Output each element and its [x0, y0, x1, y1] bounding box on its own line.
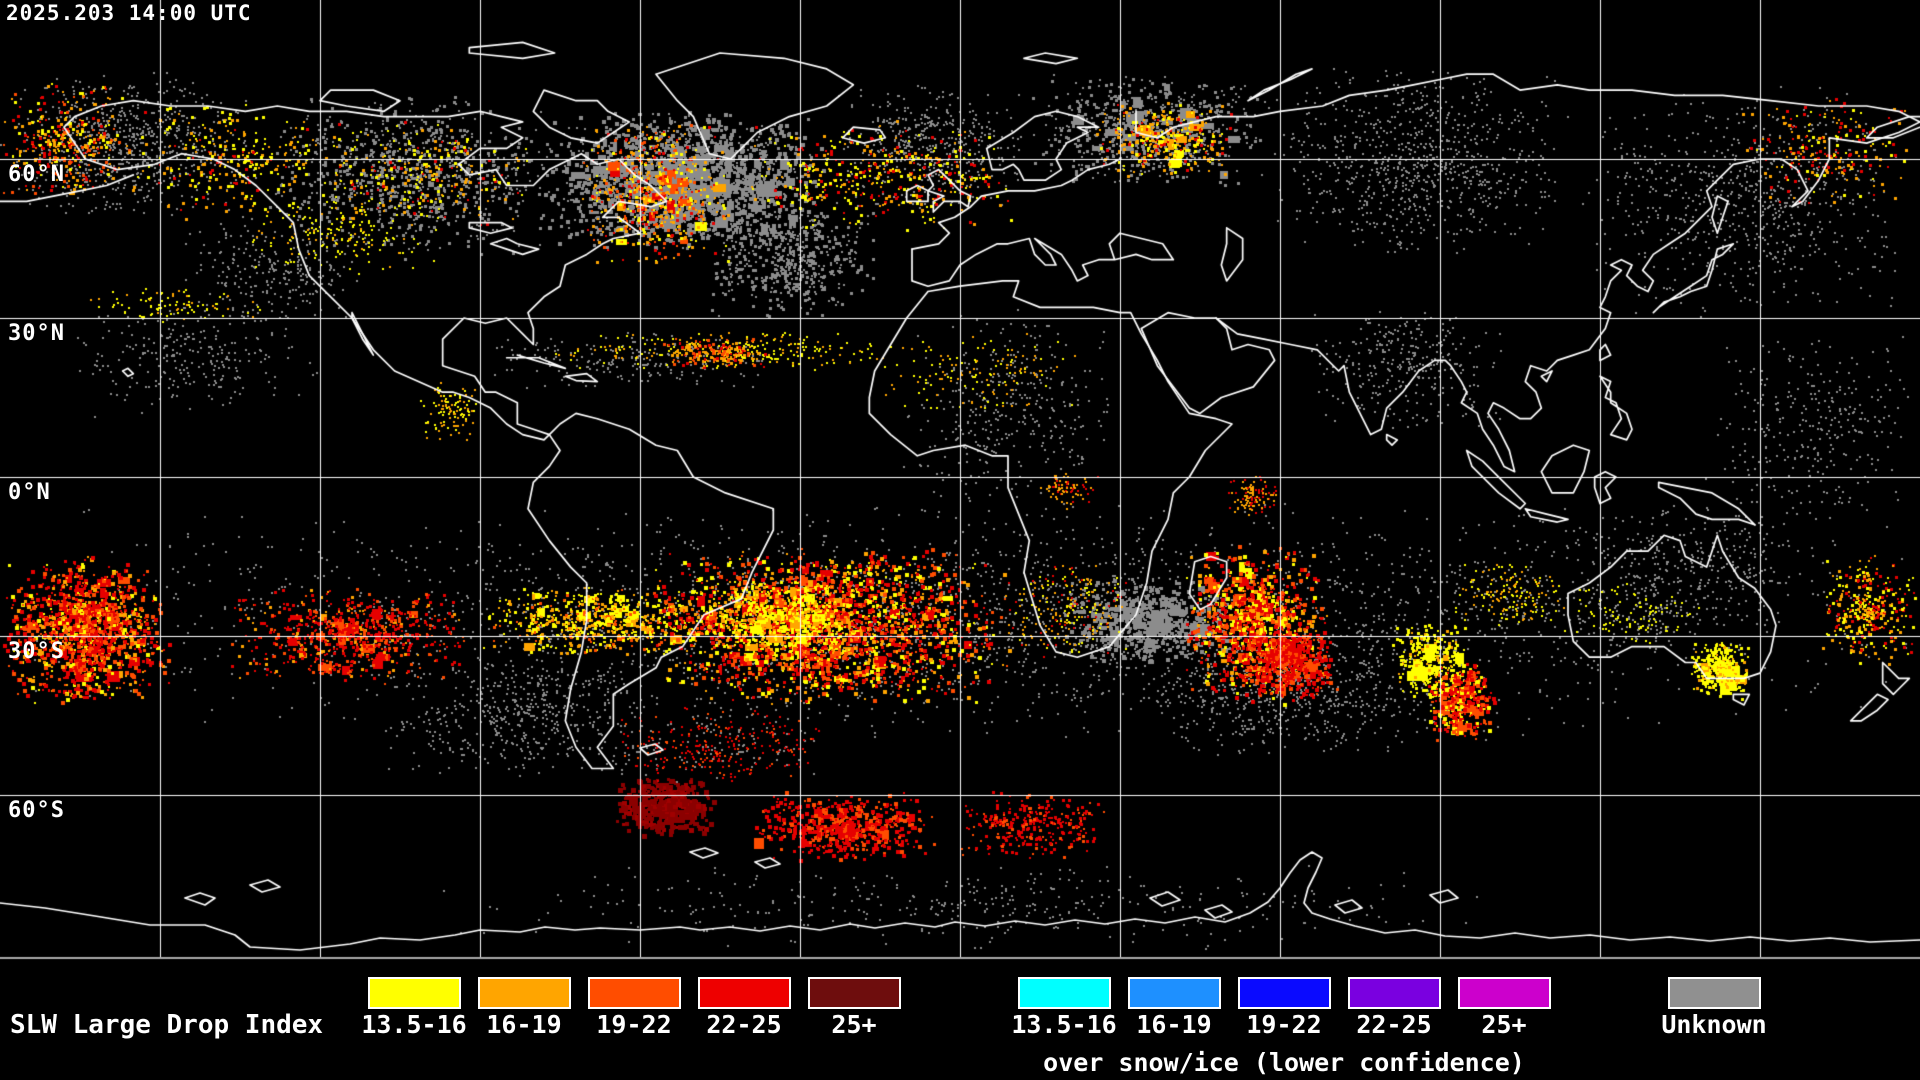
legend-liquid-4-swatch — [808, 977, 901, 1009]
legend-liquid-1-label: 16-19 — [486, 1010, 562, 1039]
legend-title: SLW Large Drop Index — [10, 1010, 324, 1040]
timestamp: 2025.203 14:00 UTC — [6, 1, 252, 25]
legend-liquid-4-label: 25+ — [831, 1010, 877, 1039]
legend-liquid-3-swatch — [698, 977, 791, 1009]
legend-unknown-swatch — [1668, 977, 1761, 1009]
legend-snow-ice-note: over snow/ice (lower confidence) — [1043, 1048, 1525, 1077]
legend-liquid-0-swatch — [368, 977, 461, 1009]
legend-snowice-1-swatch — [1128, 977, 1221, 1009]
legend-unknown-label: Unknown — [1661, 1010, 1767, 1039]
legend-snowice-4-label: 25+ — [1481, 1010, 1527, 1039]
legend-snowice-2-label: 19-22 — [1246, 1010, 1322, 1039]
lat-label: 0°N — [8, 480, 51, 505]
legend-snowice-3-label: 22-25 — [1356, 1010, 1432, 1039]
lat-label: 30°S — [8, 639, 65, 664]
lat-label: 60°S — [8, 798, 65, 823]
legend-snowice-4-swatch — [1458, 977, 1551, 1009]
legend-snowice-3-swatch — [1348, 977, 1441, 1009]
legend-snowice-0-label: 13.5-16 — [1011, 1010, 1117, 1039]
lat-label: 30°N — [8, 321, 65, 346]
legend-snowice-0-swatch — [1018, 977, 1111, 1009]
legend-liquid-3-label: 22-25 — [706, 1010, 782, 1039]
legend-snowice-1-label: 16-19 — [1136, 1010, 1212, 1039]
legend-liquid-1-swatch — [478, 977, 571, 1009]
lat-label: 60°N — [8, 162, 65, 187]
legend-liquid-2-label: 19-22 — [596, 1010, 672, 1039]
legend-liquid-2-swatch — [588, 977, 681, 1009]
legend-liquid-0-label: 13.5-16 — [361, 1010, 467, 1039]
legend-snowice-2-swatch — [1238, 977, 1331, 1009]
